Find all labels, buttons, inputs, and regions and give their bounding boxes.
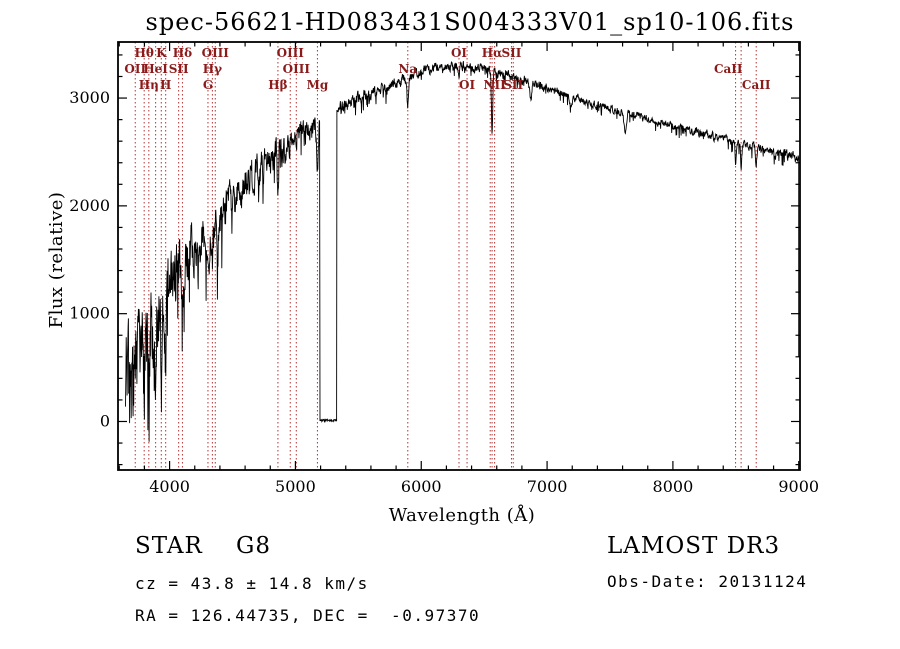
line-label-H: H [160, 78, 171, 92]
line-label-SII: SII [502, 46, 522, 60]
y-tick-label: 2000 [69, 196, 110, 215]
x-tick-label: 5000 [275, 477, 316, 496]
line-label-SII: SII [503, 78, 523, 92]
plot-title: spec-56621-HD083431S004333V01_sp10-106.f… [145, 8, 795, 36]
line-label-OIII: OIII [202, 46, 230, 60]
y-tick-label: 1000 [69, 304, 110, 323]
line-label-Hα: Hα [482, 46, 503, 60]
line-label-CaII: CaII [742, 78, 771, 92]
radec-text: RA = 126.44735, DEC = -0.97370 [135, 606, 481, 625]
line-label-G: G [203, 78, 213, 92]
axis-tick-labels: 4000 5000 6000 7000 8000 9000 0 1000 2000 3000 [69, 88, 819, 496]
line-label-OII: OII [124, 62, 146, 76]
y-axis-label: Flux (relative) [46, 192, 67, 329]
classification-text: STAR G8 [135, 533, 272, 559]
line-label-SII: SII [169, 62, 189, 76]
x-tick-label: 7000 [527, 477, 568, 496]
spectral-line-markers [134, 42, 757, 470]
line-label-Hη: Hη [139, 78, 159, 92]
x-tick-label: 6000 [401, 477, 442, 496]
x-tick-label: 4000 [149, 477, 190, 496]
survey-text: LAMOST DR3 [607, 533, 781, 559]
y-tick-label: 0 [100, 411, 110, 430]
line-label-K: K [156, 46, 167, 60]
line-label-Mg: Mg [307, 78, 329, 92]
line-label-Hβ: Hβ [268, 78, 287, 92]
x-tick-label: 9000 [778, 477, 819, 496]
spectral-line-labels: OII Hθ Hη HeI K H SII Hδ G Hγ OIII Hβ OIII OIII Mg Na OI… [124, 46, 770, 92]
line-label-Hγ: Hγ [203, 62, 222, 76]
line-label-OIII: OIII [283, 62, 311, 76]
x-axis-label: Wavelength (Å) [389, 504, 536, 526]
line-label-HeI: HeI [143, 62, 168, 76]
line-label-OIII: OIII [277, 46, 305, 60]
plot-frame [117, 41, 801, 471]
cz-text: cz = 43.8 ± 14.8 km/s [135, 574, 369, 593]
line-label-Hδ: Hδ [173, 46, 192, 60]
line-label-CaII: CaII [714, 62, 743, 76]
line-label-OI: OI [451, 46, 467, 60]
line-label-Na: Na [398, 62, 417, 76]
y-tick-label: 3000 [69, 88, 110, 107]
line-label-Hθ: Hθ [135, 46, 154, 60]
x-tick-label: 8000 [653, 477, 694, 496]
line-label-OI: OI [459, 78, 475, 92]
line-label-NII: NII [484, 78, 507, 92]
obs-date-text: Obs-Date: 20131124 [607, 572, 808, 591]
spectrum-trace [125, 61, 800, 442]
